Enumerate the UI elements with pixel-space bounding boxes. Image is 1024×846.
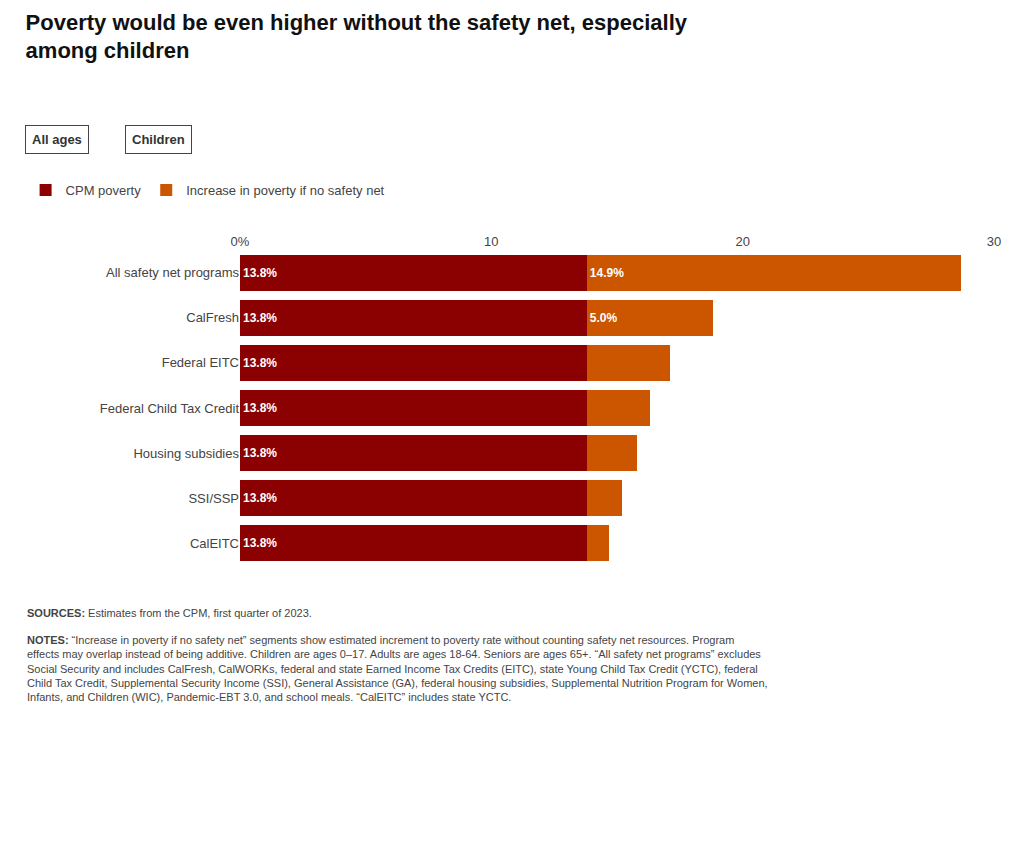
- svg-text:13.8%: 13.8%: [243, 491, 277, 505]
- svg-text:13.8%: 13.8%: [243, 311, 277, 325]
- svg-text:SSI/SSP: SSI/SSP: [188, 491, 239, 506]
- svg-text:5.0%: 5.0%: [590, 311, 618, 325]
- svg-text:NOTES: “Increase in poverty if: NOTES: “Increase in poverty if no safety…: [27, 634, 768, 703]
- svg-text:0%: 0%: [231, 234, 250, 249]
- svg-text:Housing subsidies: Housing subsidies: [133, 446, 239, 461]
- svg-text:13.8%: 13.8%: [243, 536, 277, 550]
- svg-text:13.8%: 13.8%: [243, 446, 277, 460]
- svg-text:All ages: All ages: [32, 132, 82, 147]
- svg-text:13.8%: 13.8%: [243, 356, 277, 370]
- svg-text:Federal EITC: Federal EITC: [162, 355, 239, 370]
- svg-text:CPM poverty: CPM poverty: [66, 183, 142, 198]
- svg-text:Poverty would be even higher w: Poverty would be even higher without the…: [26, 10, 688, 64]
- svg-text:Increase in poverty if no safe: Increase in poverty if no safety net: [186, 183, 384, 198]
- svg-text:Children: Children: [132, 132, 185, 147]
- svg-text:20: 20: [735, 234, 749, 249]
- svg-text:SOURCES: Estimates from the CP: SOURCES: Estimates from the CPM, first q…: [27, 607, 312, 619]
- svg-text:CalEITC: CalEITC: [190, 536, 239, 551]
- svg-text:Federal Child Tax Credit: Federal Child Tax Credit: [100, 401, 240, 416]
- svg-text:10: 10: [484, 234, 498, 249]
- svg-text:All safety net programs: All safety net programs: [106, 265, 239, 280]
- svg-text:14.9%: 14.9%: [590, 266, 624, 280]
- svg-text:CalFresh: CalFresh: [186, 310, 239, 325]
- svg-text:30: 30: [987, 234, 1001, 249]
- svg-text:13.8%: 13.8%: [243, 266, 277, 280]
- svg-text:13.8%: 13.8%: [243, 401, 277, 415]
